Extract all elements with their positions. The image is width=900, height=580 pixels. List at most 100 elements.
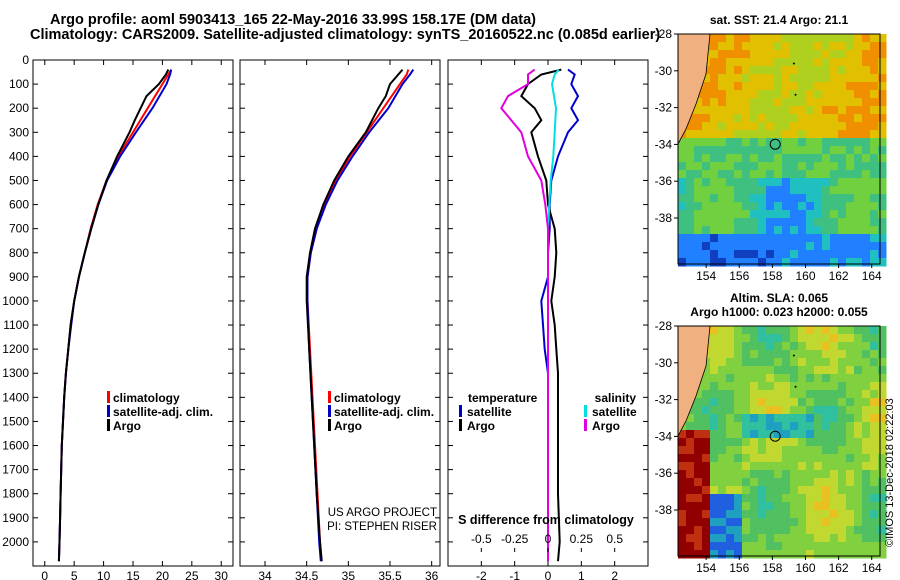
- map-cell: [838, 162, 847, 171]
- map-cell: [854, 106, 863, 115]
- map-cell: [718, 334, 727, 343]
- s-axis-label: S difference from climatology: [458, 513, 634, 527]
- map-cell: [774, 218, 783, 227]
- map-cell: [718, 438, 727, 447]
- map-cell: [838, 494, 847, 503]
- map-cell: [822, 34, 831, 43]
- map-cell: [822, 202, 831, 211]
- map-cell: [686, 194, 695, 203]
- map-cell: [742, 50, 751, 59]
- map-cell: [710, 250, 719, 259]
- map-cell: [798, 326, 807, 335]
- map-cell: [830, 502, 839, 511]
- map-cell: [774, 542, 783, 551]
- map-cell: [806, 510, 815, 519]
- map-cell: [782, 342, 791, 351]
- map-cell: [870, 446, 879, 455]
- map-cell: [846, 106, 855, 115]
- map-cell: [846, 130, 855, 139]
- map-cell: [758, 366, 767, 375]
- map-cell: [734, 162, 743, 171]
- map-cell: [798, 90, 807, 99]
- map-cell: [846, 258, 855, 267]
- map-cell: [846, 414, 855, 423]
- map-cell: [814, 542, 823, 551]
- map-cell: [878, 342, 887, 351]
- map-cell: [838, 374, 847, 383]
- map-cell: [838, 438, 847, 447]
- map-cell: [814, 366, 823, 375]
- map-cell: [782, 146, 791, 155]
- map-cell: [870, 406, 879, 415]
- map-cell: [686, 478, 695, 487]
- map-cell: [870, 106, 879, 115]
- map-x-label: 158: [762, 561, 782, 575]
- map-cell: [694, 438, 703, 447]
- map-cell: [782, 382, 791, 391]
- map-cell: [774, 510, 783, 519]
- map-cell: [870, 486, 879, 495]
- map-cell: [838, 258, 847, 267]
- map-cell: [710, 366, 719, 375]
- map-cell: [806, 542, 815, 551]
- map-cell: [814, 242, 823, 251]
- map-cell: [798, 194, 807, 203]
- map-cell: [758, 146, 767, 155]
- map-cell: [806, 242, 815, 251]
- map-cell: [798, 470, 807, 479]
- map-cell: [854, 518, 863, 527]
- map-cell: [878, 90, 887, 99]
- map-cell: [878, 398, 887, 407]
- map-cell: [734, 186, 743, 195]
- map-cell: [790, 398, 799, 407]
- map-cell: [726, 162, 735, 171]
- map-cell: [718, 374, 727, 383]
- map-cell: [822, 114, 831, 123]
- map-cell: [838, 234, 847, 243]
- map-cell: [782, 194, 791, 203]
- map-cell: [838, 550, 847, 559]
- map-cell: [822, 130, 831, 139]
- map-cell: [854, 122, 863, 131]
- map-cell: [806, 446, 815, 455]
- map-cell: [782, 398, 791, 407]
- map-cell: [822, 534, 831, 543]
- map-cell: [694, 178, 703, 187]
- map-cell: [678, 226, 687, 235]
- map-cell: [830, 494, 839, 503]
- map-cell: [758, 42, 767, 51]
- map-cell: [798, 454, 807, 463]
- map-cell: [774, 430, 783, 439]
- map-cell: [806, 478, 815, 487]
- map-cell: [838, 178, 847, 187]
- map-cell: [878, 194, 887, 203]
- map-cell: [694, 550, 703, 559]
- map-cell: [742, 146, 751, 155]
- s-tick-label: 0.25: [570, 532, 594, 546]
- map-cell: [750, 106, 759, 115]
- map-cell: [726, 130, 735, 139]
- map-cell: [790, 98, 799, 107]
- plot-frame: [239, 59, 441, 567]
- map-cell: [798, 154, 807, 163]
- map-cell: [726, 258, 735, 267]
- map-cell: [798, 178, 807, 187]
- s-tick-label: -0.5: [471, 532, 492, 546]
- map-cell: [838, 114, 847, 123]
- map-cell: [782, 422, 791, 431]
- map-cell: [790, 194, 799, 203]
- map-cell: [806, 130, 815, 139]
- map-cell: [830, 430, 839, 439]
- map-cell: [782, 66, 791, 75]
- map-cell: [830, 542, 839, 551]
- map-cell: [710, 534, 719, 543]
- map-cell: [758, 430, 767, 439]
- map-cell: [774, 462, 783, 471]
- map-cell: [846, 210, 855, 219]
- map-cell: [758, 526, 767, 535]
- map-cell: [806, 422, 815, 431]
- map-cell: [870, 494, 879, 503]
- map-cell: [710, 550, 719, 559]
- map-cell: [678, 250, 687, 259]
- map-cell: [798, 98, 807, 107]
